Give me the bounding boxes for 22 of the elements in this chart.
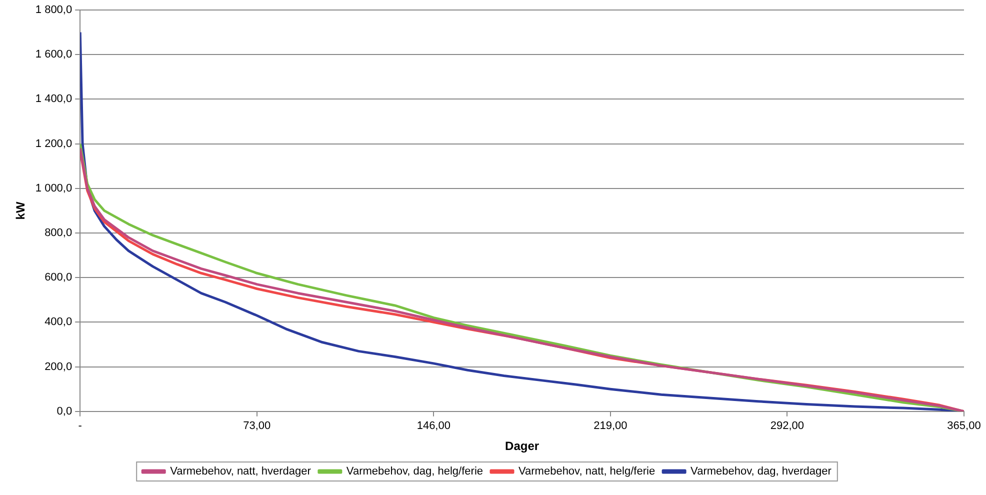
legend-label: Varmebehov, natt, helg/ferie [518,466,656,478]
y-tick-label: 1 000,0 [35,182,72,194]
y-tick-label: 600,0 [44,272,72,284]
x-tick-label: 219,00 [594,420,628,432]
x-tick-label: - [78,420,82,432]
x-tick-label: 292,00 [770,420,804,432]
x-tick-label: 73,00 [243,420,271,432]
y-axis-title: kW [14,201,28,220]
legend-label: Varmebehov, dag, hverdager [690,466,832,478]
y-tick-label: 0,0 [56,405,72,418]
legend-label: Varmebehov, dag, helg/ferie [346,466,484,478]
y-tick-label: 1 400,0 [35,93,72,106]
x-tick-label: 365,00 [947,420,981,432]
x-axis-title: Dager [505,439,540,454]
y-tick-label: 800,0 [44,227,72,240]
x-tick-label: 146,00 [416,420,450,432]
y-tick-label: 1 800,0 [35,4,72,16]
y-tick-label: 1 600,0 [35,48,72,61]
legend-label: Varmebehov, natt, hverdager [170,466,312,478]
y-tick-label: 400,0 [44,316,72,328]
y-tick-label: 1 200,0 [35,138,72,150]
y-tick-label: 200,0 [44,360,72,373]
